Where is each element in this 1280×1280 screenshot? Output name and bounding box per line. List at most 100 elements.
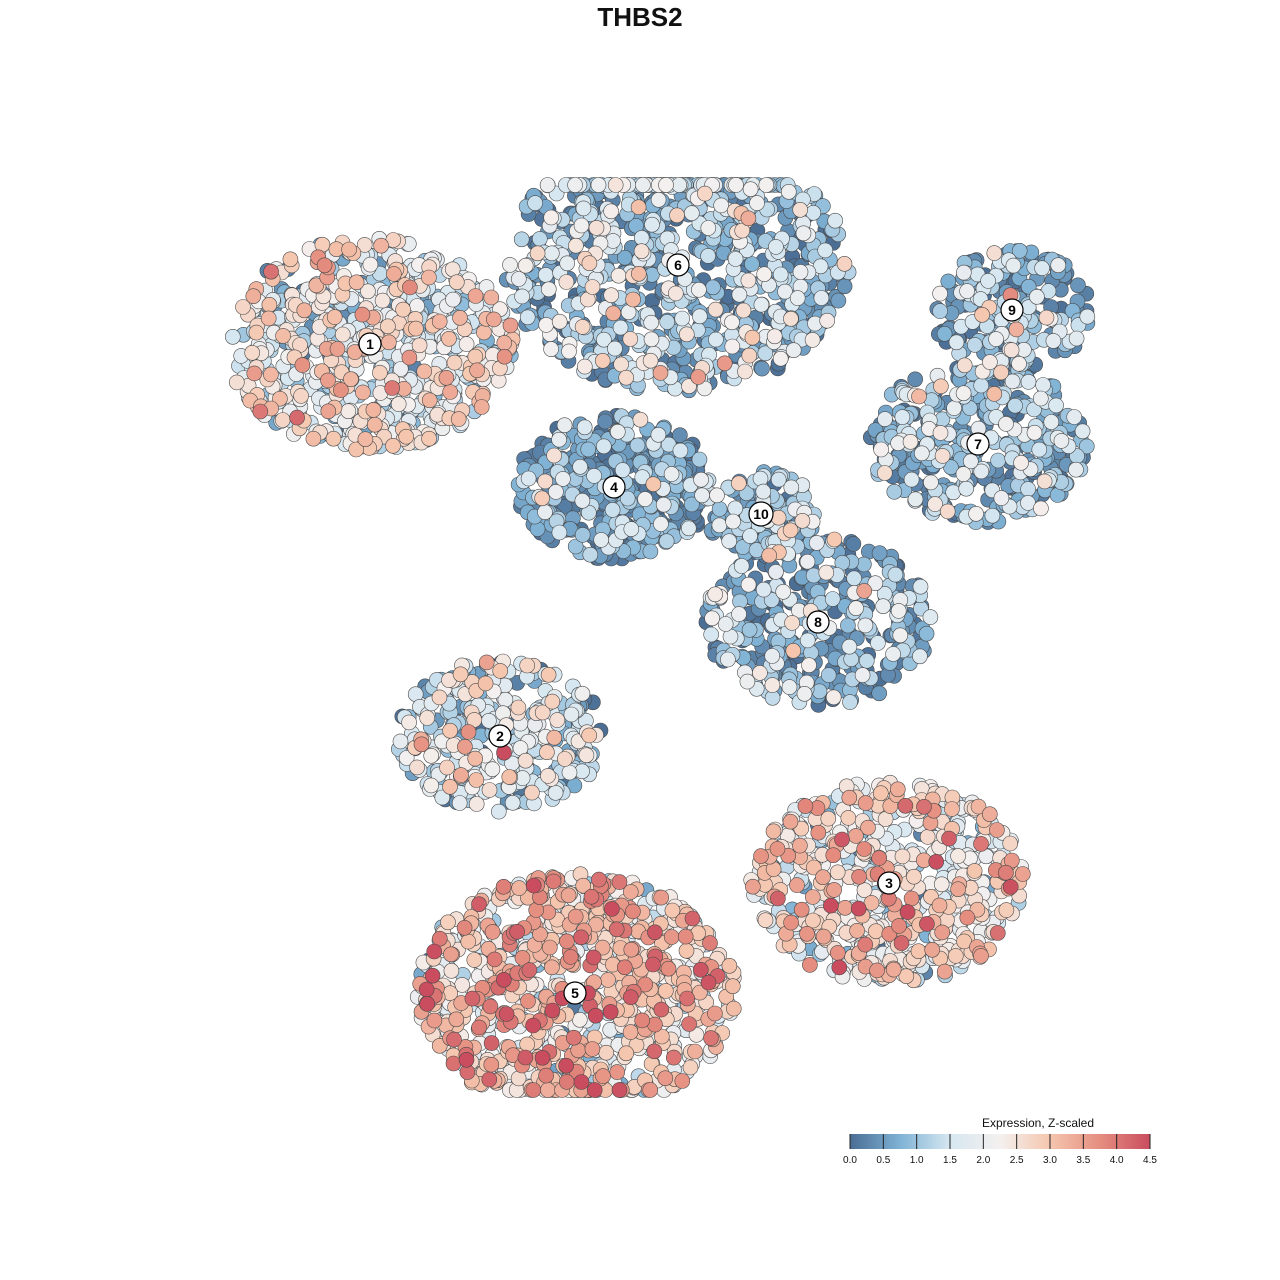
cell-point (783, 310, 799, 327)
cluster-label-text: 1 (366, 336, 374, 352)
cell-point (525, 877, 542, 894)
cell-point (645, 476, 662, 493)
cell-point (408, 320, 424, 337)
cell-point (811, 683, 828, 700)
cell-point (426, 943, 443, 960)
cell-point (581, 255, 598, 272)
cell-point (856, 841, 873, 857)
cell-point (354, 306, 371, 323)
cell-point (998, 864, 1014, 881)
cell-point (757, 912, 774, 929)
cell-point (571, 1011, 588, 1028)
cell-point (669, 207, 685, 224)
cell-point (1036, 473, 1053, 490)
cell-point (919, 829, 936, 845)
cell-point (445, 291, 461, 308)
cell-point (517, 257, 534, 274)
cluster-label-1: 1 (358, 332, 382, 356)
cell-point (815, 928, 832, 945)
cell-point (495, 971, 512, 988)
cell-point (501, 769, 518, 785)
cell-point (572, 458, 588, 475)
cell-point (700, 220, 717, 236)
cell-point (334, 326, 351, 343)
cell-point (575, 200, 592, 217)
cell-point (792, 837, 808, 854)
cell-point (374, 292, 391, 309)
cell-point (731, 286, 748, 303)
cell-point (707, 1005, 723, 1022)
cell-point (768, 564, 784, 580)
cell-point (918, 625, 935, 642)
cell-point (885, 646, 901, 662)
cell-point (848, 828, 864, 844)
cell-point (419, 710, 436, 726)
cell-point (252, 403, 269, 420)
cell-point (653, 889, 670, 906)
cell-point (678, 326, 695, 343)
cell-point (687, 1043, 703, 1060)
cell-point (801, 657, 817, 674)
cell-point (456, 919, 473, 936)
cell-point (823, 897, 839, 914)
cell-point (829, 864, 846, 881)
cell-point (442, 722, 458, 739)
cell-point (966, 863, 983, 879)
cell-point (574, 527, 591, 543)
cell-point (705, 279, 721, 296)
cell-point (263, 366, 279, 383)
cell-point (782, 813, 799, 830)
cell-point (398, 428, 415, 445)
cell-point (600, 972, 616, 988)
cell-point (679, 990, 695, 1007)
cell-point (316, 257, 333, 274)
cell-point (849, 922, 865, 939)
cell-point (1026, 424, 1043, 441)
cell-point (246, 365, 263, 382)
cell-point (850, 900, 867, 917)
cell-point (1050, 257, 1066, 274)
cell-point (584, 279, 601, 295)
cell-point (663, 929, 680, 945)
cell-point (544, 693, 561, 710)
cell-point (742, 528, 758, 544)
cell-point (1068, 461, 1084, 478)
cell-point (799, 632, 816, 649)
cell-point (578, 747, 595, 764)
cell-point (931, 897, 948, 914)
cell-point (460, 933, 477, 950)
cell-point (947, 948, 964, 964)
cell-point (1074, 423, 1091, 440)
cell-point (549, 712, 566, 728)
cell-point (539, 177, 556, 193)
cell-point (531, 231, 548, 247)
cell-point (325, 430, 342, 447)
cell-point (998, 902, 1015, 918)
cell-point (684, 910, 701, 927)
cell-point (604, 502, 621, 518)
cell-point (857, 795, 874, 811)
cell-point (642, 543, 659, 560)
cell-point (446, 1031, 462, 1048)
cell-point (473, 399, 490, 415)
cell-point (663, 466, 680, 482)
cell-point (381, 334, 397, 351)
cell-point (421, 392, 438, 409)
cell-point (539, 744, 555, 761)
cell-point (962, 453, 979, 470)
cell-point (467, 288, 484, 304)
cluster-label-3: 3 (877, 871, 901, 895)
cell-point (871, 685, 888, 702)
cell-point (409, 759, 425, 776)
cell-point (794, 512, 811, 529)
cell-point (824, 591, 841, 607)
cell-point (889, 781, 906, 798)
cell-point (614, 462, 631, 478)
cell-point (755, 581, 772, 598)
cell-point (355, 384, 371, 401)
cell-point (478, 654, 495, 671)
cell-point (713, 197, 730, 214)
cell-point (1029, 288, 1045, 305)
cell-point (635, 177, 651, 193)
cell-point (680, 520, 697, 537)
